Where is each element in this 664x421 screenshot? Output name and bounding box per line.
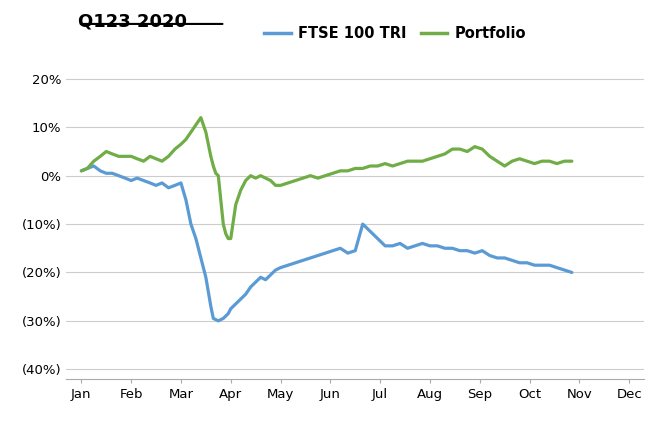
Text: Q123 2020: Q123 2020 bbox=[78, 13, 187, 31]
Legend: FTSE 100 TRI, Portfolio: FTSE 100 TRI, Portfolio bbox=[258, 20, 532, 47]
